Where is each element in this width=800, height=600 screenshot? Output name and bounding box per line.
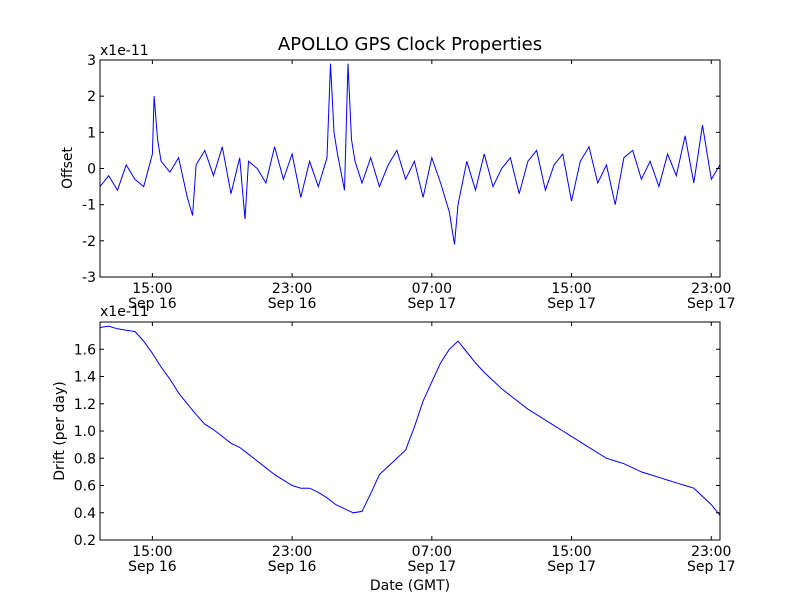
x-tick-date-label: Sep 16 bbox=[268, 296, 317, 312]
x-tick-time-label: 23:00 bbox=[272, 281, 312, 297]
drift-x-label: Date (GMT) bbox=[370, 578, 450, 594]
y-tick-label: 0.4 bbox=[74, 506, 96, 522]
x-tick-time-label: 15:00 bbox=[132, 544, 172, 560]
y-tick-label: -1 bbox=[82, 198, 96, 214]
chart-title: APOLLO GPS Clock Properties bbox=[278, 34, 542, 55]
x-tick-date-label: Sep 17 bbox=[547, 559, 596, 575]
x-tick-date-label: Sep 17 bbox=[408, 559, 457, 575]
x-tick-time-label: 15:00 bbox=[551, 281, 591, 297]
x-tick-date-label: Sep 17 bbox=[547, 296, 596, 312]
drift-y-ticks: 0.2 0.4 0.6 0.8 1.0 1.2 1.4 1.6 bbox=[74, 342, 720, 549]
y-tick-label: -2 bbox=[82, 234, 96, 250]
y-tick-label: 0 bbox=[87, 162, 96, 178]
y-tick-label: 0.2 bbox=[74, 533, 96, 549]
x-tick-time-label: 07:00 bbox=[412, 281, 452, 297]
drift-y-label: Drift (per day) bbox=[52, 381, 68, 480]
offset-y-label: Offset bbox=[60, 146, 76, 189]
x-tick-date-label: Sep 16 bbox=[268, 559, 317, 575]
y-tick-label: 0.6 bbox=[74, 479, 96, 495]
x-tick-time-label: 15:00 bbox=[132, 281, 172, 297]
x-tick-date-label: Sep 17 bbox=[687, 559, 736, 575]
offset-axes-frame bbox=[99, 59, 721, 278]
x-tick-date-label: Sep 16 bbox=[128, 296, 177, 312]
y-tick-label: 1.0 bbox=[74, 424, 96, 440]
x-tick-time-label: 23:00 bbox=[272, 544, 312, 560]
y-tick-label: 1.4 bbox=[74, 370, 96, 386]
drift-axes-frame bbox=[99, 321, 721, 541]
x-tick-time-label: 23:00 bbox=[691, 544, 731, 560]
y-tick-label: 1.2 bbox=[74, 397, 96, 413]
offset-series-line bbox=[99, 63, 721, 245]
y-tick-label: 1.6 bbox=[74, 342, 96, 358]
x-tick-date-label: Sep 17 bbox=[687, 296, 736, 312]
offset-scale-note: x1e-11 bbox=[100, 43, 149, 59]
y-tick-label: 1 bbox=[87, 125, 96, 141]
x-tick-time-label: 23:00 bbox=[691, 281, 731, 297]
x-tick-time-label: 07:00 bbox=[412, 544, 452, 560]
drift-series-line bbox=[99, 325, 721, 516]
x-tick-date-label: Sep 16 bbox=[128, 559, 177, 575]
drift-scale-note: x1e-11 bbox=[100, 304, 149, 320]
x-tick-time-label: 15:00 bbox=[551, 544, 591, 560]
y-tick-label: 2 bbox=[87, 89, 96, 105]
x-tick-date-label: Sep 17 bbox=[408, 296, 457, 312]
offset-y-ticks: -3 -2 -1 0 1 2 3 bbox=[82, 53, 720, 286]
y-tick-label: 3 bbox=[87, 53, 96, 69]
y-tick-label: -3 bbox=[82, 270, 96, 286]
y-tick-label: 0.8 bbox=[74, 451, 96, 467]
